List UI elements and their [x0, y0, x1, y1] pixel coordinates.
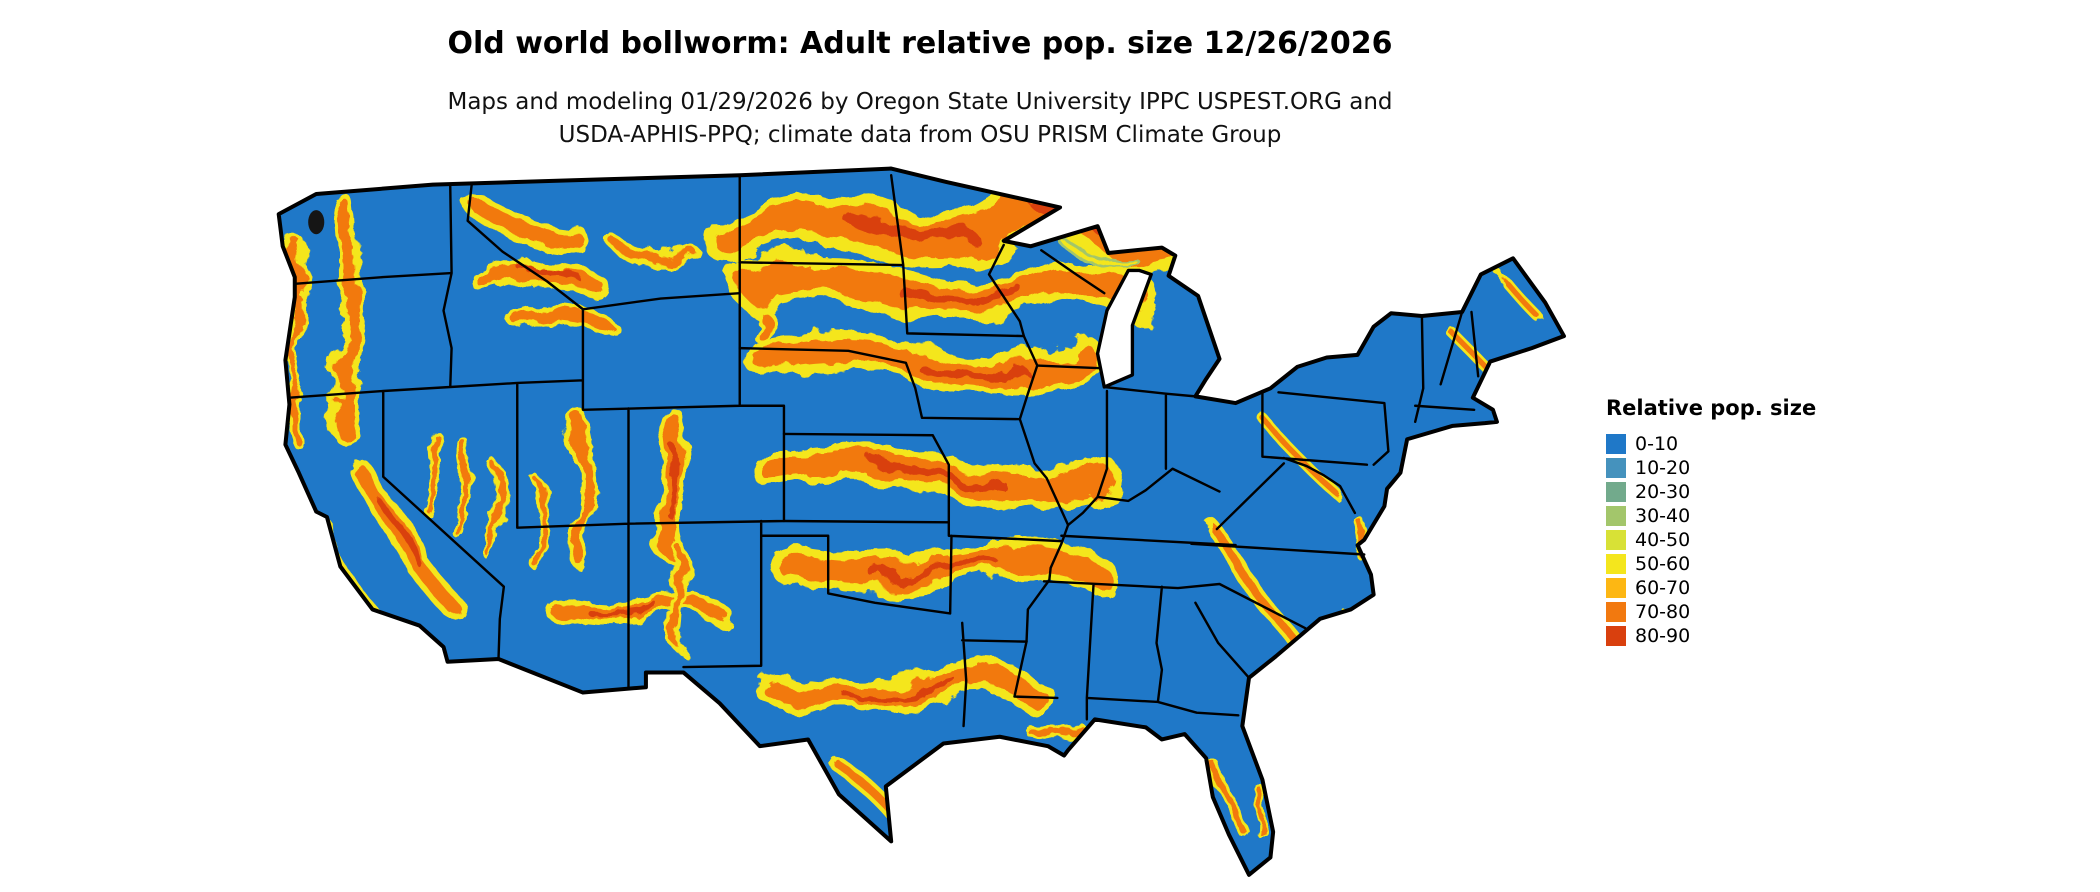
- legend-item: 70-80: [1606, 600, 1816, 624]
- legend-label: 30-40: [1635, 505, 1691, 527]
- legend-swatch: [1606, 626, 1626, 646]
- legend-label: 20-30: [1635, 481, 1691, 503]
- legend-item: 20-30: [1606, 480, 1816, 504]
- legend-title: Relative pop. size: [1606, 396, 1817, 420]
- subtitle-line-1: Maps and modeling 01/29/2026 by Oregon S…: [447, 89, 1393, 115]
- us-map-graphic: [276, 166, 1566, 877]
- legend-item: 10-20: [1606, 456, 1816, 480]
- legend-swatch: [1606, 554, 1626, 574]
- legend-label: 80-90: [1635, 625, 1691, 647]
- legend-label: 60-70: [1635, 577, 1691, 599]
- legend-item: 40-50: [1606, 528, 1816, 552]
- legend-swatch: [1606, 482, 1626, 502]
- legend-item: 50-60: [1606, 552, 1816, 576]
- us-map: [272, 160, 1572, 878]
- legend-swatch: [1606, 434, 1626, 454]
- legend-swatch: [1606, 506, 1626, 526]
- map-legend: Relative pop. size 0-10 10-20 20-30 30-4…: [1606, 396, 1816, 648]
- state-borders: [288, 174, 1480, 728]
- map-subtitle: Maps and modeling 01/29/2026 by Oregon S…: [0, 86, 1840, 152]
- legend-label: 50-60: [1635, 553, 1691, 575]
- legend-label: 10-20: [1635, 457, 1691, 479]
- legend-item: 0-10: [1606, 432, 1816, 456]
- puget-sound-dark-area: [308, 210, 325, 235]
- map-title: Old world bollworm: Adult relative pop. …: [447, 26, 1393, 61]
- subtitle-line-2: USDA-APHIS-PPQ; climate data from OSU PR…: [558, 122, 1282, 148]
- legend-label: 0-10: [1635, 433, 1679, 455]
- lake-michigan: [1095, 268, 1153, 389]
- us-outline: [276, 166, 1566, 877]
- legend-label: 40-50: [1635, 529, 1691, 551]
- legend-item: 30-40: [1606, 504, 1816, 528]
- legend-item: 60-70: [1606, 576, 1816, 600]
- legend-item: 80-90: [1606, 624, 1816, 648]
- legend-swatch: [1606, 458, 1626, 478]
- legend-swatch: [1606, 578, 1626, 598]
- legend-label: 70-80: [1635, 601, 1691, 623]
- legend-swatch: [1606, 530, 1626, 550]
- legend-swatch: [1606, 602, 1626, 622]
